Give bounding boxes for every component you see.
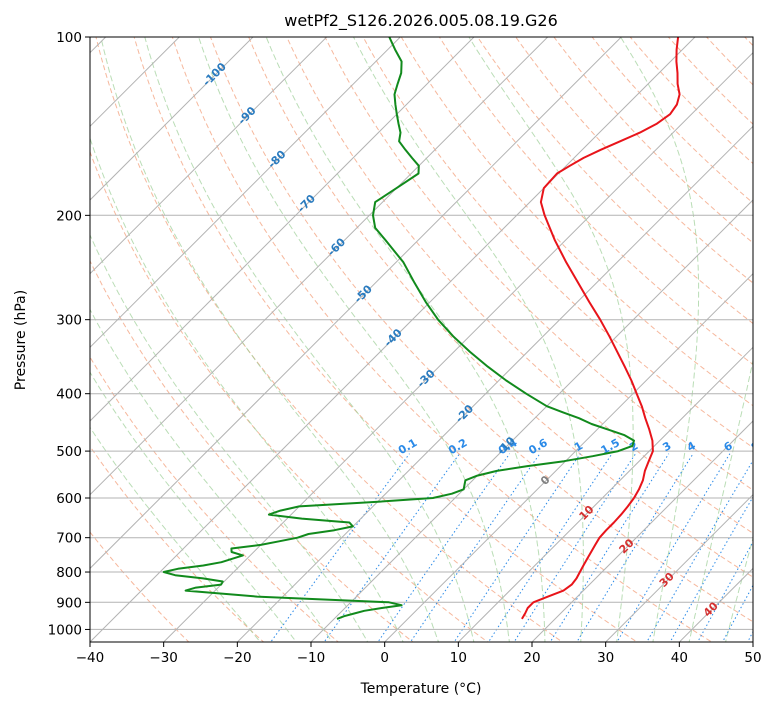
isotherm-label: -70 xyxy=(295,192,318,215)
dry-adiabat-line xyxy=(275,10,775,654)
isotherm-line xyxy=(4,10,648,654)
y-axis: 100 200 300 400 500 600 700 800 900 1000 xyxy=(48,30,90,638)
moist-adiabat-line xyxy=(723,37,775,654)
isotherm-line xyxy=(741,10,775,654)
y-tick-label: 700 xyxy=(56,531,82,547)
dewpoint-profile xyxy=(164,37,634,619)
y-tick-label: 900 xyxy=(56,595,82,611)
isotherm-label: -40 xyxy=(382,326,405,349)
isotherm-label: 10 xyxy=(577,503,597,523)
dry-adiabat-line xyxy=(682,10,775,654)
dry-adiabat-line xyxy=(386,10,775,654)
x-tick-label: 0 xyxy=(380,650,389,666)
plot-area: 0.10.20.40.611.52346810131620253036-100-… xyxy=(0,10,775,654)
x-axis-label: Temperature (°C) xyxy=(360,681,482,697)
mixing-ratio-line xyxy=(262,454,409,654)
y-tick-label: 800 xyxy=(56,565,82,581)
x-axis: −40 −30 −20 −10 0 10 20 30 40 50 xyxy=(76,642,762,666)
mixing-ratio-label: 1 xyxy=(572,439,585,454)
dry-adiabat-line xyxy=(756,10,775,654)
moist-adiabat-line xyxy=(0,37,305,654)
y-tick-label: 500 xyxy=(56,444,82,460)
isotherm-label: -20 xyxy=(453,402,476,425)
isotherm-label: -50 xyxy=(352,282,375,305)
x-tick-label: 50 xyxy=(744,650,761,666)
isotherm-label: 20 xyxy=(617,536,637,556)
isotherm-line xyxy=(667,10,775,654)
isotherm-label: -100 xyxy=(200,60,229,89)
moist-adiabat-line xyxy=(4,37,339,654)
mixing-ratio-line xyxy=(691,454,775,654)
mixing-ratio-line xyxy=(370,454,510,654)
x-tick-label: −20 xyxy=(223,650,252,666)
mixing-ratio-label: 0.2 xyxy=(446,436,469,457)
dry-adiabat-line xyxy=(90,10,580,654)
isotherm-line xyxy=(152,10,775,654)
mixing-ratio-line xyxy=(767,454,775,654)
isotherm-label: -10 xyxy=(495,434,518,457)
dry-adiabat-line xyxy=(349,10,775,654)
mixing-ratio-line xyxy=(402,454,540,654)
dry-adiabat-line xyxy=(460,10,775,654)
x-tick-label: 40 xyxy=(671,650,688,666)
mixing-ratio-label: 0.6 xyxy=(526,436,550,457)
x-tick-label: 20 xyxy=(523,650,540,666)
plot-frame xyxy=(90,37,753,642)
y-tick-label: 600 xyxy=(56,491,82,507)
isotherm-line xyxy=(225,10,775,654)
isotherm-line xyxy=(0,10,354,654)
y-tick-label: 100 xyxy=(56,30,82,46)
isotherm-line xyxy=(0,10,206,654)
x-tick-label: 30 xyxy=(597,650,614,666)
isotherm-line xyxy=(520,10,775,654)
dry-adiabat-line xyxy=(719,10,775,654)
mixing-ratio-label: 10 xyxy=(767,437,775,456)
isotherm-line xyxy=(0,10,59,654)
x-tick-label: −30 xyxy=(149,650,178,666)
moist-adiabat-line xyxy=(687,37,775,654)
isotherm-line xyxy=(299,10,775,654)
dry-adiabats xyxy=(0,10,775,654)
y-tick-label: 300 xyxy=(56,313,82,329)
x-tick-label: −10 xyxy=(297,650,326,666)
y-axis-label: Pressure (hPa) xyxy=(13,290,29,390)
moist-adiabat-line xyxy=(0,37,270,654)
moist-adiabat-line xyxy=(64,37,408,654)
dry-adiabat-line xyxy=(608,10,775,654)
isotherm-line xyxy=(373,10,775,654)
mixing-ratio-line xyxy=(316,454,460,654)
y-tick-label: 400 xyxy=(56,387,82,403)
mixing-ratio-label: 0.1 xyxy=(396,436,419,457)
mixing-ratio-line xyxy=(640,454,757,654)
mixing-ratio-label: 4 xyxy=(685,439,698,454)
isotherm-label: -60 xyxy=(325,235,348,258)
moist-adiabat-line xyxy=(469,37,633,654)
dry-adiabat-line xyxy=(497,10,775,654)
mixing-ratio-label: 8 xyxy=(749,439,762,454)
chart-title: wetPf2_S126.2026.005.08.19.G26 xyxy=(284,11,558,31)
isotherm-label: 30 xyxy=(657,570,677,590)
mixing-ratio-label: 3 xyxy=(660,439,673,454)
dry-adiabat-line xyxy=(0,10,353,654)
y-tick-label: 200 xyxy=(56,208,82,224)
isotherm-label: -30 xyxy=(415,367,438,390)
x-tick-label: −40 xyxy=(76,650,105,666)
dry-adiabat-line xyxy=(645,10,775,654)
mixing-ratio-line xyxy=(742,454,775,654)
isotherm-label: -90 xyxy=(235,104,258,127)
dry-adiabat-line xyxy=(16,10,428,654)
dry-adiabat-line xyxy=(571,10,775,654)
moist-adiabat-line xyxy=(759,37,775,654)
y-tick-label: 1000 xyxy=(48,622,82,638)
temperature-profile xyxy=(522,37,680,619)
isotherm-label: -80 xyxy=(265,148,288,171)
x-tick-label: 10 xyxy=(450,650,467,666)
mixing-ratio-line xyxy=(446,454,580,654)
moist-adiabat-line xyxy=(32,37,374,654)
